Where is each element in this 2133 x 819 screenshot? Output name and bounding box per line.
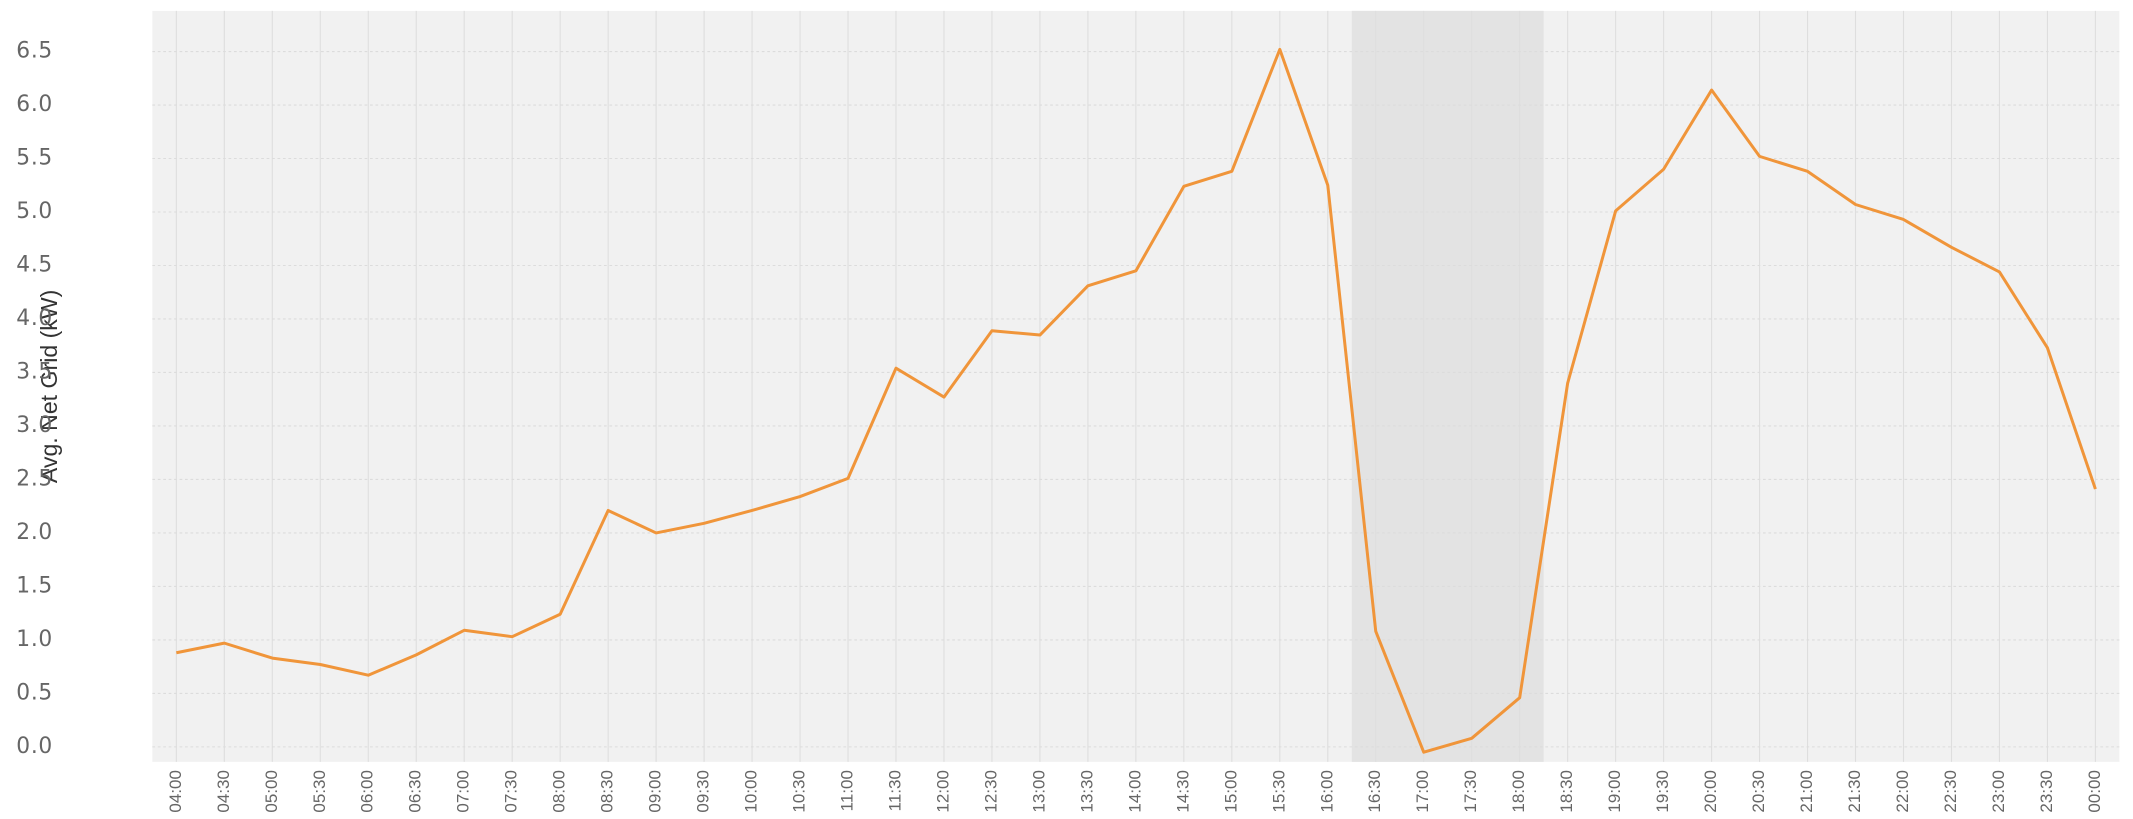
x-tick-label: 21:30	[1845, 770, 1864, 813]
y-tick-label: 2.5	[16, 466, 53, 491]
y-tick-label: 1.5	[16, 573, 53, 598]
x-tick-label: 10:00	[742, 770, 761, 813]
y-tick-label: 1.0	[16, 627, 53, 652]
x-tick-label: 08:30	[598, 770, 617, 813]
y-axis-label: Avg. Net Grid (kW)	[36, 290, 62, 483]
x-tick-label: 23:30	[2037, 770, 2056, 813]
x-tick-label: 10:30	[790, 770, 809, 813]
x-tick-label: 00:00	[2085, 770, 2104, 813]
x-tick-label: 06:00	[358, 770, 377, 813]
x-tick-label: 06:30	[406, 770, 425, 813]
x-tick-label: 13:30	[1077, 770, 1096, 813]
x-tick-label: 18:00	[1509, 770, 1528, 813]
x-tick-label: 14:00	[1125, 770, 1144, 813]
x-tick-label: 09:00	[646, 770, 665, 813]
x-tick-label: 17:30	[1461, 770, 1480, 813]
y-tick-label: 3.5	[16, 359, 53, 384]
x-tick-label: 04:30	[214, 770, 233, 813]
x-tick-label: 22:30	[1941, 770, 1960, 813]
x-tick-label: 19:00	[1605, 770, 1624, 813]
x-tick-label: 19:30	[1653, 770, 1672, 813]
x-tick-label: 22:00	[1893, 770, 1912, 813]
x-tick-label: 16:30	[1365, 770, 1384, 813]
highlight-band	[1351, 10, 1544, 762]
x-tick-label: 15:00	[1221, 770, 1240, 813]
series-line	[176, 47, 2097, 754]
x-tick-label: 07:00	[454, 770, 473, 813]
y-tick-label: 2.0	[16, 520, 53, 545]
x-tick-label: 14:30	[1173, 770, 1192, 813]
x-tick-label: 20:00	[1701, 770, 1720, 813]
x-tick-label: 11:30	[885, 770, 904, 811]
y-tick-label: 5.0	[16, 199, 53, 224]
y-tick-label: 0.0	[16, 734, 53, 759]
x-tick-label: 15:30	[1269, 770, 1288, 813]
x-tick-label: 17:00	[1413, 770, 1432, 813]
x-tick-label: 12:00	[933, 770, 952, 813]
x-tick-label: 16:00	[1317, 770, 1336, 813]
y-tick-label: 6.0	[16, 92, 53, 117]
y-tick-label: 0.5	[16, 680, 53, 705]
x-tick-label: 21:00	[1797, 770, 1816, 813]
x-tick-label: 20:30	[1749, 770, 1768, 813]
y-tick-label: 4.5	[16, 252, 53, 277]
y-tick-label: 5.5	[16, 146, 53, 171]
x-tick-label: 18:30	[1557, 770, 1576, 813]
x-tick-label: 13:00	[1029, 770, 1048, 813]
x-tick-label: 04:00	[166, 770, 185, 813]
x-tick-label: 07:30	[502, 770, 521, 813]
y-tick-label: 3.0	[16, 413, 53, 438]
x-tick-label: 11:00	[838, 770, 857, 811]
x-tick-label: 12:30	[981, 770, 1000, 813]
y-tick-label: 4.0	[16, 306, 53, 331]
x-tick-label: 23:00	[1989, 770, 2008, 813]
y-tick-label: 6.5	[16, 39, 53, 64]
x-tick-label: 09:30	[694, 770, 713, 813]
x-tick-label: 08:00	[550, 770, 569, 813]
x-tick-label: 05:00	[262, 770, 281, 813]
x-tick-label: 05:30	[310, 770, 329, 813]
